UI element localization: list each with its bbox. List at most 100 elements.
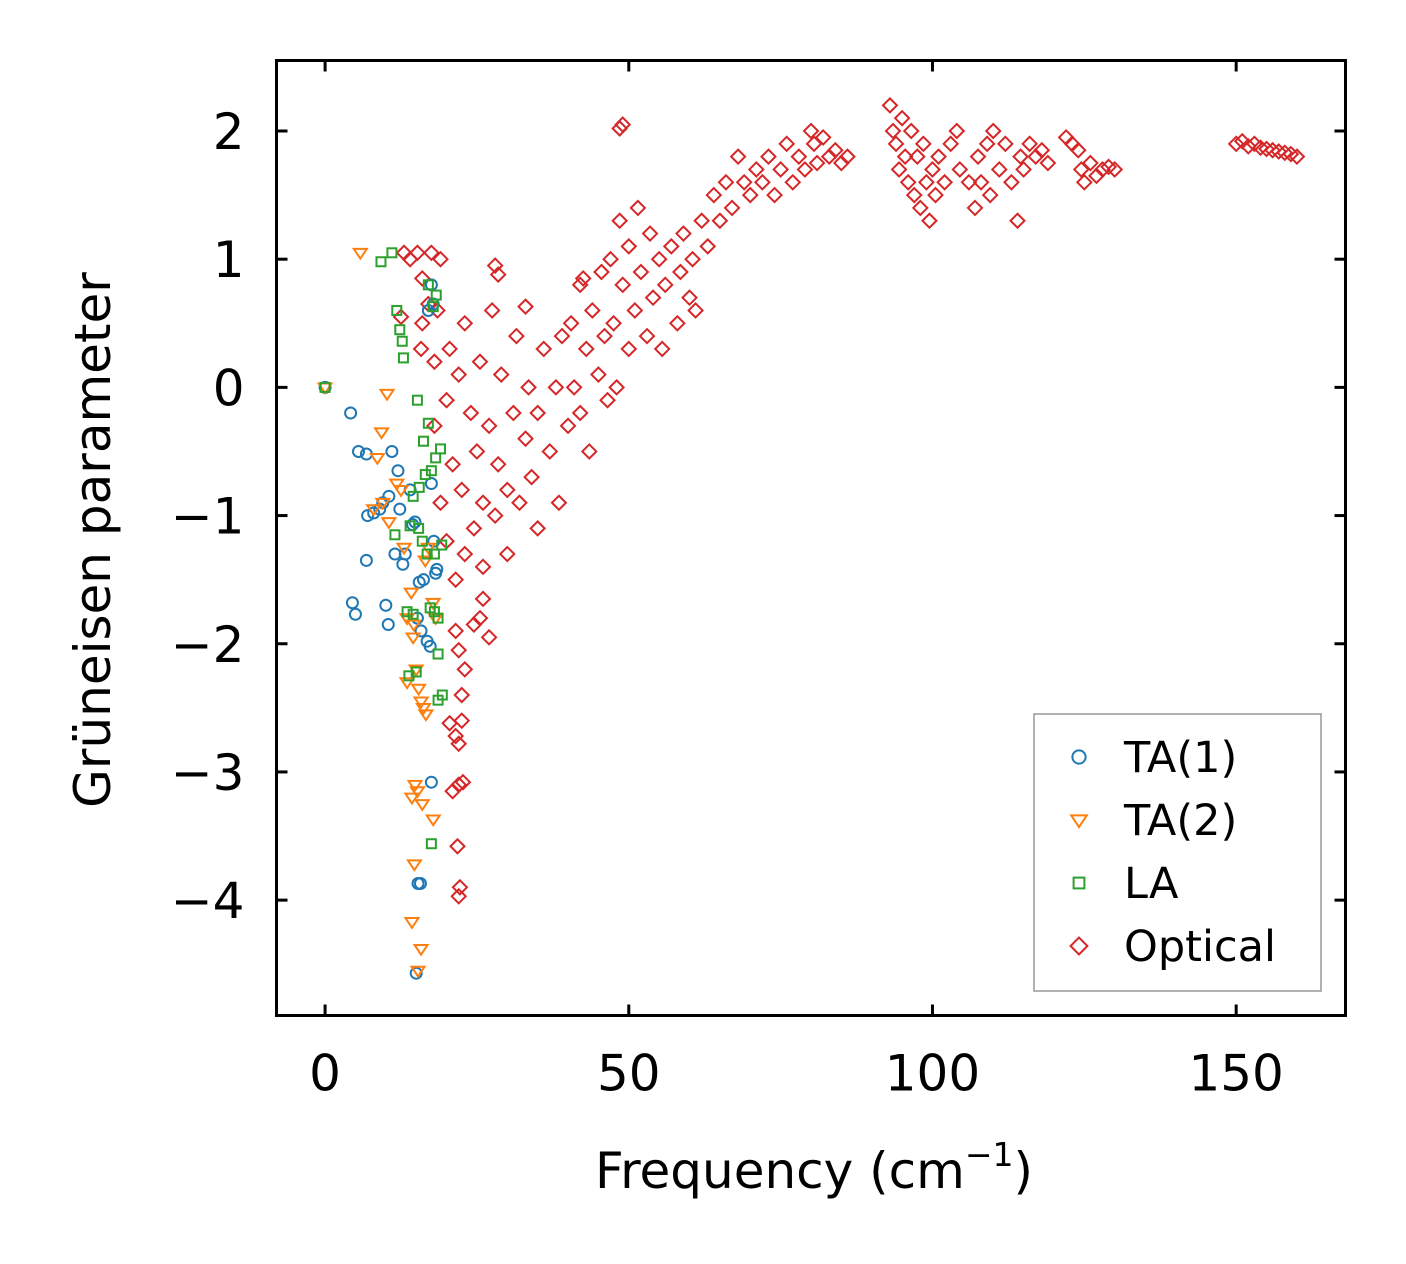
point-optical-10	[456, 314, 474, 332]
point-ta-1-34	[379, 598, 393, 612]
point-ta-2-4	[368, 452, 386, 466]
point-optical-16	[474, 494, 492, 512]
point-optical-25	[508, 327, 525, 345]
point-optical-33	[541, 443, 559, 460]
point-optical-35	[550, 494, 568, 512]
legend-entries: TA(1) TA(2) LA Optical	[1069, 733, 1276, 972]
point-optical-22	[498, 481, 516, 499]
point-la-11	[425, 465, 437, 477]
point-optical-29	[523, 468, 541, 486]
point-optical-154	[1276, 144, 1294, 162]
point-ta-2-12	[402, 587, 420, 601]
point-ta-1-35	[381, 618, 395, 632]
point-ta-1-33	[359, 553, 373, 567]
point-optical-177	[471, 609, 489, 627]
point-optical-8	[453, 481, 471, 499]
point-optical-133	[1027, 148, 1045, 166]
point-la-6	[397, 352, 409, 364]
point-optical-9	[456, 545, 474, 563]
point-optical-47	[596, 327, 613, 345]
point-optical-153	[1270, 143, 1288, 160]
point-optical-11	[462, 404, 480, 422]
point-optical-124	[981, 186, 999, 204]
legend-marker-ta-1	[1071, 749, 1087, 765]
point-optical-97	[839, 148, 856, 166]
point-optical-191	[401, 250, 419, 268]
point-optical-135	[1039, 154, 1057, 172]
point-optical-87	[784, 173, 802, 191]
point-optical-7	[450, 366, 468, 383]
point-optical-169	[489, 266, 507, 283]
point-optical-91	[805, 135, 823, 153]
point-la-1	[375, 256, 387, 268]
point-optical-58	[632, 263, 650, 281]
point-ta-1-31	[345, 596, 359, 610]
point-optical-36	[553, 327, 571, 345]
point-optical-105	[902, 122, 920, 140]
point-optical-71	[687, 302, 705, 319]
point-optical-27	[517, 430, 534, 448]
point-optical-92	[808, 154, 826, 172]
point-la-4	[394, 324, 406, 336]
point-optical-115	[936, 173, 954, 191]
point-ta-1-2	[351, 444, 365, 458]
point-ta-2-30	[406, 859, 423, 872]
point-optical-65	[662, 237, 680, 255]
point-optical-179	[474, 590, 492, 608]
y-tick-label-5: −3	[171, 744, 245, 802]
x-tick-label-3: 150	[1188, 1045, 1283, 1103]
point-optical-95	[826, 141, 844, 159]
point-optical-82	[753, 173, 771, 191]
point-optical-64	[656, 276, 674, 294]
point-ta-1-38	[424, 775, 438, 789]
point-la-20	[436, 539, 448, 551]
point-optical-145	[1106, 161, 1124, 178]
y-tick-label-4: −2	[171, 616, 245, 674]
point-ta-1-8	[382, 489, 396, 503]
point-optical-90	[802, 122, 820, 140]
point-optical-107	[908, 148, 926, 166]
point-ta-2-28	[413, 799, 431, 812]
point-ta-2-32	[412, 943, 430, 957]
point-optical-116	[942, 135, 960, 153]
point-optical-26	[511, 494, 528, 512]
point-optical-12	[465, 519, 483, 537]
point-optical-52	[611, 212, 629, 230]
point-optical-132	[1021, 135, 1039, 153]
point-optical-39	[565, 378, 583, 396]
data-marks	[316, 96, 1306, 980]
point-optical-158	[614, 116, 632, 134]
point-optical-84	[766, 186, 783, 204]
point-ta-2-16	[412, 696, 430, 710]
x-tick-label-2: 100	[885, 1045, 980, 1103]
point-optical-118	[951, 161, 969, 178]
point-ta-2-3	[373, 427, 390, 440]
point-optical-150	[1252, 139, 1269, 157]
point-optical-51	[608, 378, 626, 396]
point-optical-173	[450, 641, 468, 659]
point-optical-15	[474, 558, 492, 576]
legend-frame	[1033, 713, 1322, 992]
legend-label-ta-1: TA(1)	[1123, 733, 1237, 783]
point-optical-1	[432, 494, 449, 512]
point-optical-129	[1009, 212, 1026, 230]
point-optical-96	[832, 154, 850, 172]
point-optical-172	[447, 622, 465, 640]
point-la-25	[432, 612, 444, 624]
y-tick-label-1: 1	[213, 231, 245, 289]
point-la-35	[389, 529, 401, 541]
point-optical-157	[611, 120, 629, 137]
point-optical-74	[705, 186, 723, 204]
point-optical-6	[447, 571, 465, 589]
point-optical-139	[1072, 161, 1090, 178]
point-optical-73	[699, 237, 717, 255]
point-optical-50	[605, 314, 623, 332]
point-ta-2-6	[374, 497, 392, 511]
point-ta-2-19	[398, 677, 416, 690]
point-ta-2-21	[416, 555, 434, 569]
point-optical-130	[1012, 148, 1029, 166]
point-la-21	[401, 606, 413, 618]
point-optical-106	[905, 186, 923, 204]
point-optical-152	[1264, 141, 1282, 159]
point-ta-2-18	[417, 709, 435, 722]
